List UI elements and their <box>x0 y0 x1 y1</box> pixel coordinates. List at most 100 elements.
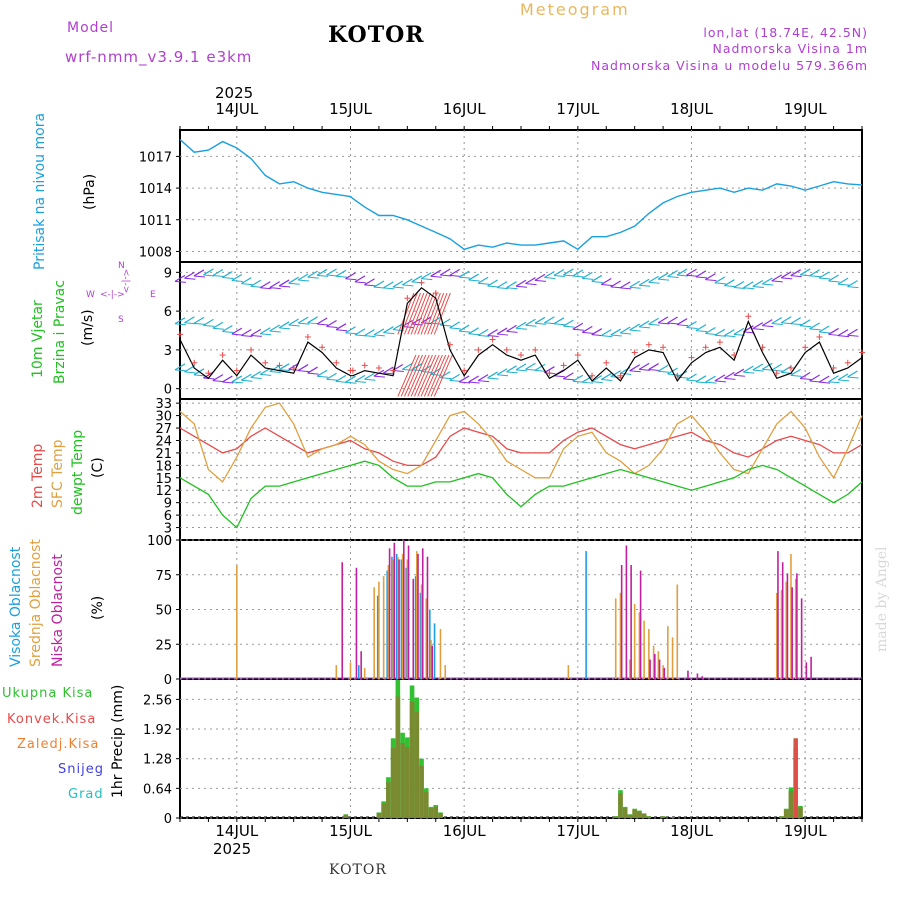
wind-barb-shaft <box>279 327 291 330</box>
compass-e: E <box>150 290 156 300</box>
wind-barb-shaft <box>847 376 859 379</box>
wind-barb <box>354 374 366 382</box>
wind-barb-shaft <box>383 332 395 335</box>
wind-barb-shaft <box>847 286 859 289</box>
wind-barb-shaft <box>241 335 253 338</box>
wind-barb <box>184 271 195 279</box>
wind-barb <box>619 281 631 289</box>
wind-barb-shaft <box>383 372 395 375</box>
precip-grid-bar <box>400 742 405 818</box>
wind-barb <box>231 375 243 383</box>
wind-barb <box>638 278 650 286</box>
wind-barb <box>487 371 498 379</box>
wind-barb <box>515 363 527 371</box>
wind-barb <box>496 281 508 289</box>
wind-barb-shaft <box>695 276 708 279</box>
wind-barb <box>714 276 726 284</box>
wind-barb-shaft <box>714 380 726 383</box>
wind-barb-shaft <box>800 325 812 328</box>
wind-barb <box>629 280 640 288</box>
y-tick-label: 9 <box>164 497 172 512</box>
y-tick-label: 12 <box>155 484 172 499</box>
year-bottom: 2025 <box>213 840 252 858</box>
precip-grid-bar <box>376 813 382 818</box>
wind-barb-shaft <box>269 287 281 290</box>
wind-barb-shaft <box>781 322 793 325</box>
wind-barb-strong <box>430 354 450 397</box>
wind-barb-shaft <box>828 333 840 336</box>
wind-barb-shaft <box>676 376 689 379</box>
wind-barb-shaft <box>705 381 717 384</box>
wind-barb <box>307 270 318 278</box>
wind-barb <box>761 277 773 285</box>
wind-barb <box>525 318 536 326</box>
wind-barb-shaft <box>193 374 205 377</box>
wind-barb-shaft <box>250 285 262 288</box>
wind-barb-shaft <box>771 322 783 325</box>
wind-barb <box>591 328 603 336</box>
wind-barb-shaft <box>563 274 575 277</box>
wind-barb <box>553 268 565 277</box>
wind-barb-shaft <box>345 278 357 281</box>
wind-barb <box>203 268 214 276</box>
wind-barb-shaft <box>676 324 689 327</box>
y-tick-label: 2.56 <box>143 693 172 708</box>
precip-grid-bar <box>622 808 628 818</box>
wind-barb <box>449 321 461 329</box>
wind-barb <box>638 362 650 370</box>
wind-barb-strong <box>410 292 428 335</box>
wind-barb <box>695 324 707 332</box>
wind-barb-shaft <box>686 379 698 382</box>
wind-barb <box>648 275 659 283</box>
wind-barb-shaft <box>553 323 565 326</box>
y-tick-label: 0.64 <box>143 782 172 797</box>
wind-barb-shaft <box>354 380 367 383</box>
wind-barb-shaft <box>298 322 310 325</box>
model-name: wrf-nmm_v3.9.1 e3km <box>65 48 253 66</box>
wind-barb <box>278 321 290 329</box>
wind-barb <box>686 320 697 328</box>
wind-barb-shaft <box>648 369 660 372</box>
wind-barb <box>733 280 745 288</box>
y-tick-label: 1011 <box>139 214 172 229</box>
wind-barb <box>695 375 707 383</box>
wind-barb-shaft <box>279 369 291 372</box>
wind-barb-shaft <box>364 378 376 381</box>
wind-barb-shaft <box>620 372 632 375</box>
wind-barb-shaft <box>819 381 831 384</box>
wind-barb-shaft <box>819 277 831 280</box>
wind-barb-strong <box>404 292 421 335</box>
x-tick-label-top: 15JUL <box>329 100 372 118</box>
wind-barb <box>335 323 347 331</box>
wind-barb-shaft <box>582 331 594 334</box>
wind-barb-shaft <box>752 286 764 289</box>
wind-barb <box>847 280 858 288</box>
wind-barb-shaft <box>468 333 480 336</box>
wind-barb-strong <box>433 292 451 335</box>
wind-barb <box>600 278 612 286</box>
wind-barb-shaft <box>288 282 300 285</box>
wind-barb <box>705 326 716 335</box>
wind-barb <box>259 367 271 375</box>
wind-barb-shaft <box>544 276 556 279</box>
wind-barb <box>420 272 432 280</box>
wind-barb <box>695 270 707 278</box>
precip-conv-bar <box>794 738 798 818</box>
wind-barb-shaft <box>819 331 831 334</box>
wind-barb-shaft <box>260 373 272 376</box>
x-tick-label-top: 14JUL <box>215 100 258 118</box>
wind-barb-shaft <box>800 274 812 277</box>
hail-label: Grad <box>68 787 104 802</box>
wind-barb <box>250 371 262 379</box>
wind-barb-shaft <box>231 279 243 282</box>
y-tick-label: 6 <box>164 509 172 524</box>
wind-barb <box>458 375 470 383</box>
wind-barb-shaft <box>298 370 310 373</box>
wind-barb-shaft <box>459 381 471 384</box>
wind-barb <box>553 317 565 325</box>
precip-grid-bar <box>660 816 666 818</box>
wind-barb <box>534 363 546 371</box>
wind-barb <box>743 365 754 373</box>
wind-barb-shaft <box>762 368 774 371</box>
wind-barb <box>354 275 366 283</box>
